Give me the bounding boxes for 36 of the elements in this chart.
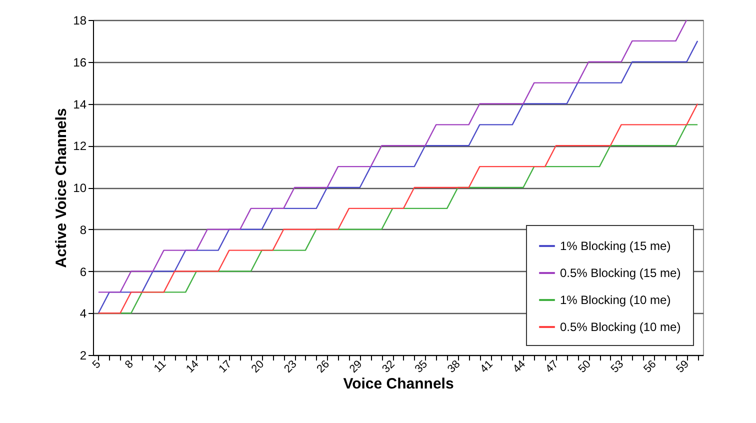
y-axis-title: Active Voice Channels xyxy=(53,108,70,268)
y-tick-label: 18 xyxy=(73,14,87,28)
x-tick-label: 44 xyxy=(510,358,528,376)
x-tick-label: 32 xyxy=(380,358,398,376)
x-tick-label: 11 xyxy=(152,358,169,375)
x-axis-title: Voice Channels xyxy=(343,376,454,393)
x-tick-label: 29 xyxy=(347,358,365,376)
y-tick-label: 8 xyxy=(80,222,87,237)
x-tick-label: 8 xyxy=(123,358,136,372)
x-tick-label: 17 xyxy=(216,358,234,376)
y-tick-label: 4 xyxy=(80,306,87,321)
x-tick-label: 41 xyxy=(478,358,496,376)
line-series xyxy=(98,19,688,293)
x-tick-label: 47 xyxy=(544,358,561,376)
y-tick-label: 2 xyxy=(80,348,87,362)
line-series xyxy=(98,40,698,314)
x-tick-label: 35 xyxy=(412,358,430,376)
x-tick-label: 26 xyxy=(314,358,332,376)
legend-label: 1% Blocking (15 me) xyxy=(560,239,671,253)
x-tick-label: 59 xyxy=(674,358,692,376)
y-tick-label: 6 xyxy=(80,264,87,279)
y-tick-label: 14 xyxy=(73,97,87,112)
legend-label: 1% Blocking (10 me) xyxy=(560,293,671,307)
y-tick-label: 10 xyxy=(73,181,87,195)
x-tick-label: 53 xyxy=(608,358,626,376)
x-tick-label: 38 xyxy=(446,358,463,376)
y-tick-label: 16 xyxy=(73,55,87,70)
x-tick-label: 14 xyxy=(184,358,202,376)
x-tick-label: 20 xyxy=(249,358,267,376)
legend-label: 0.5% Blocking (15 me) xyxy=(560,266,681,280)
x-tick-label: 50 xyxy=(576,358,594,376)
legend-label: 0.5% Blocking (10 me) xyxy=(560,320,681,334)
x-tick-label: 56 xyxy=(642,358,659,376)
x-tick-label: 23 xyxy=(282,358,300,376)
x-tick-label: 5 xyxy=(90,358,104,372)
y-tick-label: 12 xyxy=(73,139,87,154)
